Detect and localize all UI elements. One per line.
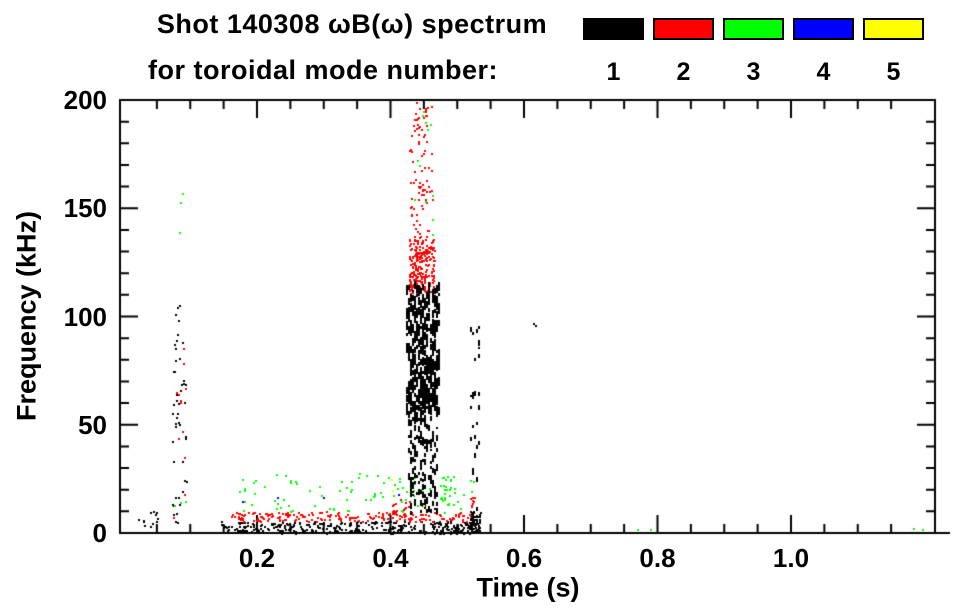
- legend-swatch-mode-5: [863, 18, 924, 40]
- legend-label-mode-5: 5: [886, 58, 901, 86]
- y-tick-label: 50: [78, 409, 107, 440]
- y-tick-label: 0: [92, 518, 107, 548]
- y-tick-label: 200: [63, 85, 107, 115]
- legend-label-mode-4: 4: [816, 58, 831, 86]
- y-axis-tick-labels: 0 50 100 150 200: [40, 0, 107, 615]
- legend-swatch-mode-3: [723, 18, 784, 40]
- y-tick-label: 100: [63, 301, 107, 332]
- y-axis-title: Frequency (kHz): [11, 210, 42, 422]
- x-axis-tick-labels: 0.2 0.4 0.6 0.8 1.0: [0, 543, 963, 577]
- x-axis-title: Time (s): [476, 572, 580, 603]
- chart-title-line2: for toroidal mode number:: [148, 55, 498, 85]
- x-tick-label: 0.4: [372, 543, 409, 573]
- legend: 1 2 3 4 5: [0, 0, 963, 90]
- legend-swatch-mode-1: [583, 18, 644, 40]
- x-tick-label: 0.2: [238, 543, 276, 573]
- legend-swatch-mode-4: [793, 18, 854, 40]
- x-tick-label: 0.6: [505, 543, 543, 573]
- legend-label-mode-1: 1: [606, 58, 621, 86]
- y-tick-label: 150: [63, 193, 107, 224]
- x-tick-label: 0.8: [639, 543, 676, 573]
- chart-title-line1: Shot 140308 ωB(ω) spectrum: [156, 9, 548, 39]
- legend-label-mode-2: 2: [676, 58, 691, 86]
- x-tick-label: 1.0: [772, 543, 810, 573]
- legend-swatch-mode-2: [653, 18, 714, 40]
- legend-label-mode-3: 3: [746, 58, 761, 86]
